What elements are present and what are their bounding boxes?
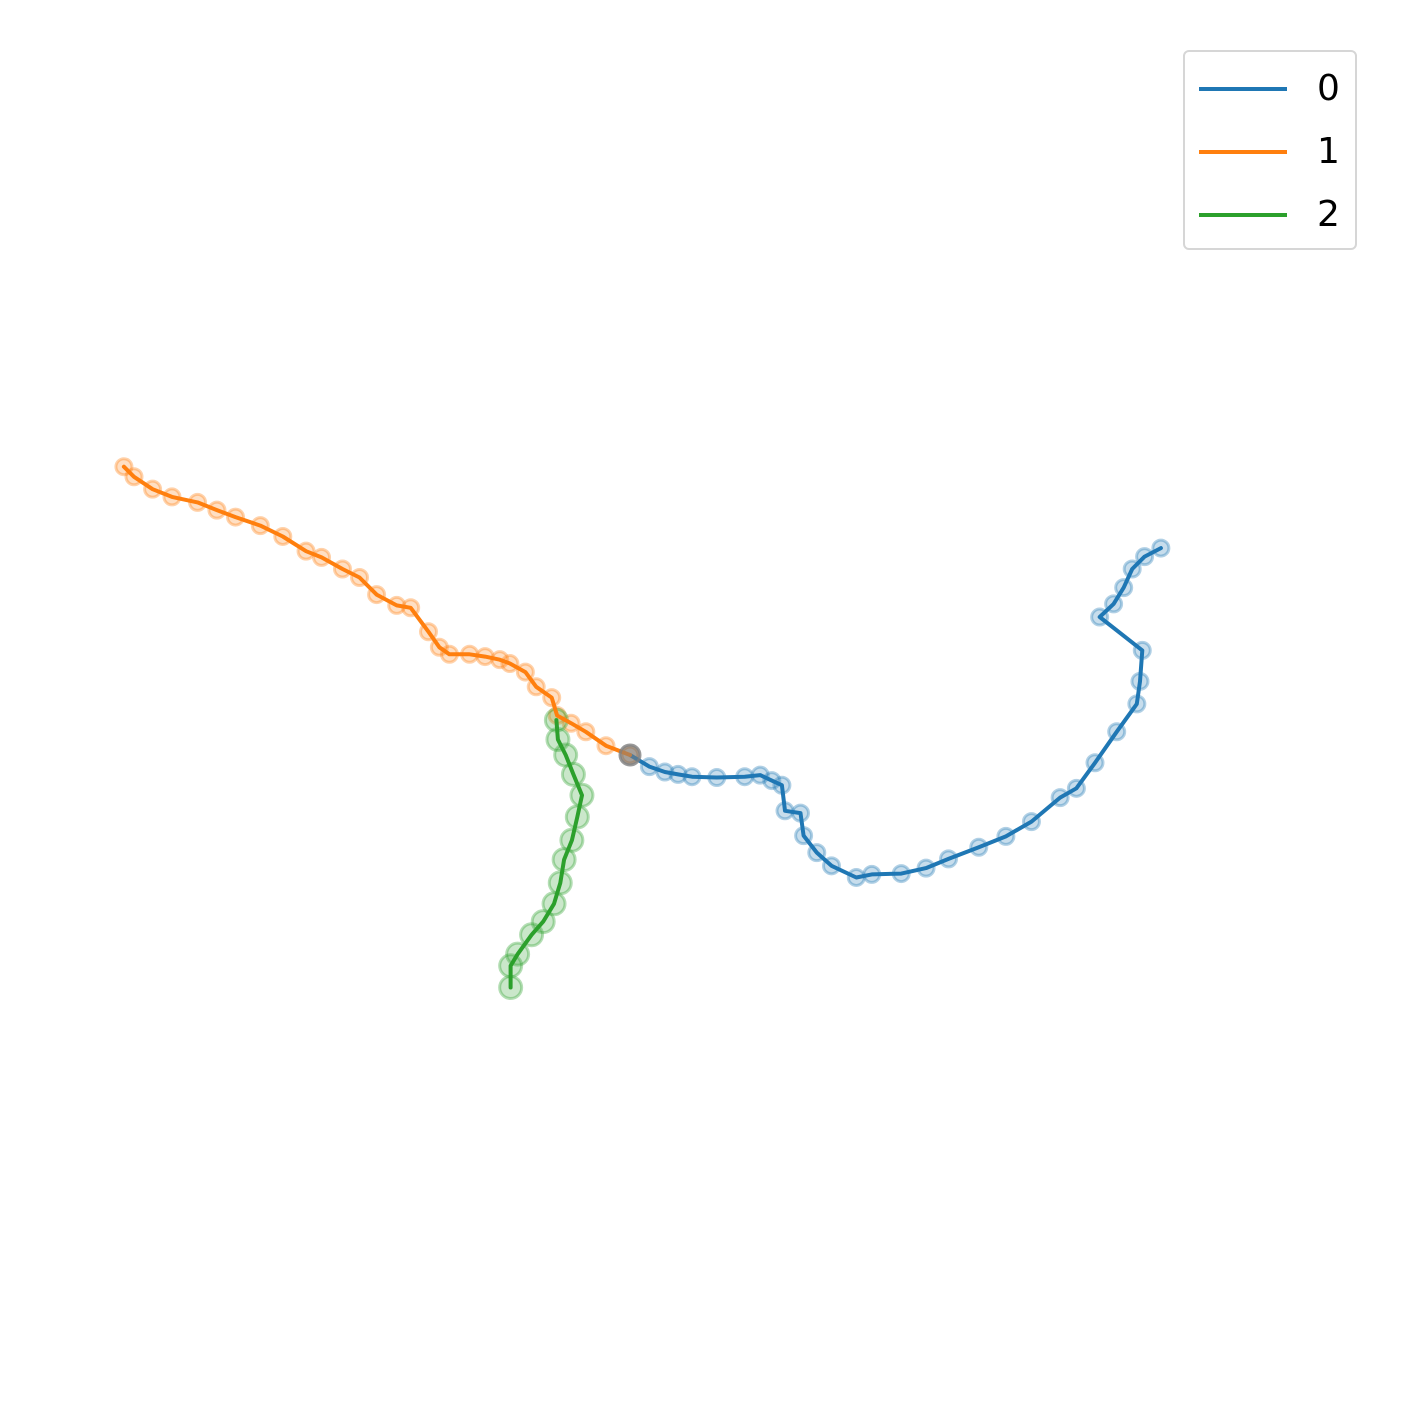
origin-layer [618, 743, 642, 767]
legend-entry-0: 0 [1197, 69, 1357, 109]
legend-entry-2: 2 [1197, 195, 1357, 235]
legend-label-1: 1 [1317, 131, 1340, 172]
legend-line-1 [1199, 150, 1287, 154]
legend-entry-1: 1 [1197, 132, 1357, 172]
series-2-line [508, 718, 584, 990]
legend-line-2 [1199, 213, 1287, 217]
marker-layer [114, 457, 1171, 1000]
legend-label-0: 0 [1317, 68, 1340, 109]
line-layer [121, 464, 1163, 990]
legend-label-2: 2 [1317, 194, 1340, 235]
legend: 0 1 2 [1183, 50, 1357, 250]
series-1-line [121, 464, 632, 757]
legend-line-0 [1199, 87, 1287, 91]
series-0-line [628, 546, 1163, 880]
origin-point [618, 743, 642, 767]
